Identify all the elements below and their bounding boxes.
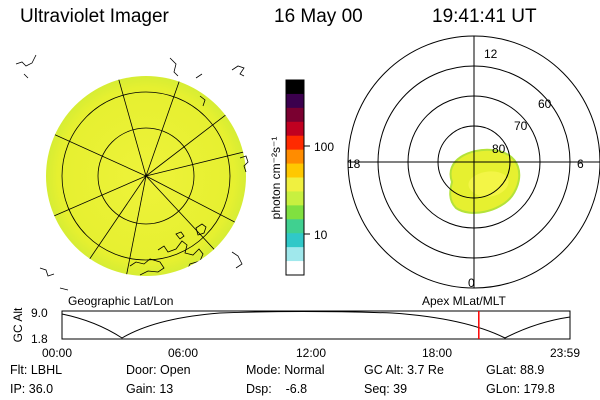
gain-status: Gain: 13 bbox=[126, 382, 174, 396]
instrument-title: Ultraviolet Imager bbox=[20, 6, 169, 27]
auroral-oval-core bbox=[468, 171, 509, 197]
colorbar-swatch bbox=[286, 107, 304, 123]
timeline-x-tick: 06:00 bbox=[168, 346, 199, 360]
lat-80-label: 80 bbox=[492, 142, 506, 156]
colorbar-swatch bbox=[286, 149, 304, 165]
mlt-12-label: 12 bbox=[484, 47, 498, 61]
colorbar-swatch bbox=[286, 80, 304, 95]
apex-label: Apex MLat/MLT bbox=[422, 294, 506, 308]
mlt-0-label: 0 bbox=[468, 276, 475, 290]
colorbar-swatch bbox=[286, 177, 304, 192]
colorbar-swatch bbox=[286, 121, 304, 137]
geographic-label: Geographic Lat/Lon bbox=[68, 294, 174, 308]
glon-status: GLon: 179.8 bbox=[486, 382, 555, 396]
colorbar-swatch bbox=[286, 219, 304, 234]
outer-coastlines bbox=[15, 54, 249, 291]
polar-plot bbox=[347, 35, 600, 289]
mlt-6-label: 6 bbox=[577, 157, 584, 171]
colorbar-swatch bbox=[286, 205, 304, 220]
colorbar-frame bbox=[285, 79, 305, 276]
timeline-frame bbox=[61, 310, 571, 340]
latitude-circle bbox=[61, 91, 231, 261]
colorbar-swatch bbox=[286, 233, 304, 248]
colorbar-swatch bbox=[286, 163, 304, 178]
altitude-timeline bbox=[61, 310, 571, 340]
seq-status: Seq: 39 bbox=[364, 382, 408, 396]
timeline-x-tick: 00:00 bbox=[42, 346, 73, 360]
geographic-image bbox=[15, 54, 249, 291]
lat-60-label: 60 bbox=[538, 97, 552, 111]
filter-status: Flt: LBHL bbox=[10, 363, 63, 377]
colorbar-tick-100: 100 bbox=[314, 140, 335, 154]
glat-status: GLat: 88.9 bbox=[486, 363, 545, 377]
colorbar-swatch bbox=[286, 93, 304, 109]
timeline-x-tick: 18:00 bbox=[422, 346, 453, 360]
mlt-18-label: 18 bbox=[347, 157, 361, 171]
dsp-status: Dsp: -6.8 bbox=[246, 382, 308, 396]
colorbar bbox=[285, 79, 310, 276]
timeline-y-title: GC Alt bbox=[11, 307, 25, 343]
colorbar-unit-label: photon cm⁻²s⁻¹ bbox=[269, 136, 283, 220]
altitude-curve bbox=[61, 311, 571, 339]
gc-alt-status: GC Alt: 3.7 Re bbox=[364, 363, 444, 377]
colorbar-swatch bbox=[286, 261, 304, 276]
date-label: 16 May 00 bbox=[274, 6, 363, 27]
mode-status: Mode: Normal bbox=[246, 363, 325, 377]
time-label: 19:41:41 UT bbox=[432, 6, 537, 27]
ip-status: IP: 36.0 bbox=[10, 382, 54, 396]
timeline-y-bottom: 1.8 bbox=[31, 332, 48, 346]
colorbar-swatch bbox=[286, 247, 304, 262]
timeline-x-tick: 23:59 bbox=[550, 346, 581, 360]
timeline-x-tick: 12:00 bbox=[296, 346, 327, 360]
colorbar-swatch bbox=[286, 191, 304, 206]
colorbar-tick-10: 10 bbox=[314, 228, 328, 242]
lat-70-label: 70 bbox=[514, 119, 528, 133]
timeline-y-top: 9.0 bbox=[31, 306, 48, 320]
latitude-circle bbox=[97, 127, 195, 225]
door-status: Door: Open bbox=[126, 363, 191, 377]
colorbar-swatch bbox=[286, 135, 304, 151]
